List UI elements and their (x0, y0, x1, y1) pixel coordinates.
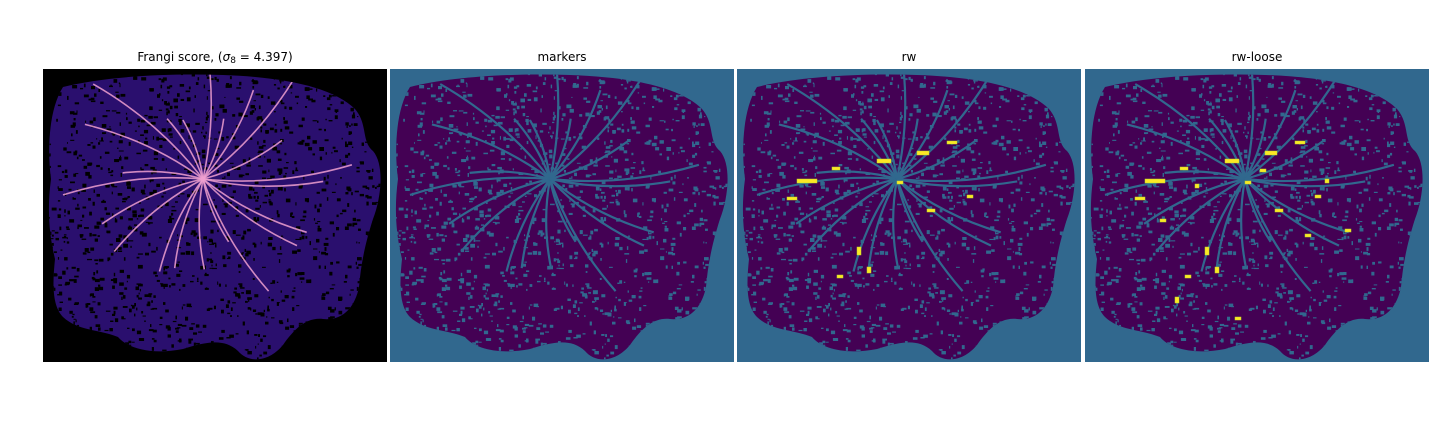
frangi-score-svg (43, 69, 387, 362)
yellow-regions (786, 140, 974, 279)
tissue-texture (395, 74, 728, 360)
frangi-score-image (43, 69, 387, 362)
panel-title-markers: markers (537, 50, 587, 64)
markers-svg (390, 69, 734, 362)
yellow-regions (1134, 140, 1352, 321)
panel-title-rw: rw (901, 50, 917, 64)
rw-loose-svg (1085, 69, 1429, 362)
panel-title-rw-loose: rw-loose (1231, 50, 1283, 64)
markers-image (390, 69, 734, 362)
rw-loose-image (1085, 69, 1429, 362)
rw-svg (737, 69, 1081, 362)
rw-image (737, 69, 1081, 362)
panel-title-frangi: Frangi score, (σ8 = 4.397) (137, 50, 293, 66)
